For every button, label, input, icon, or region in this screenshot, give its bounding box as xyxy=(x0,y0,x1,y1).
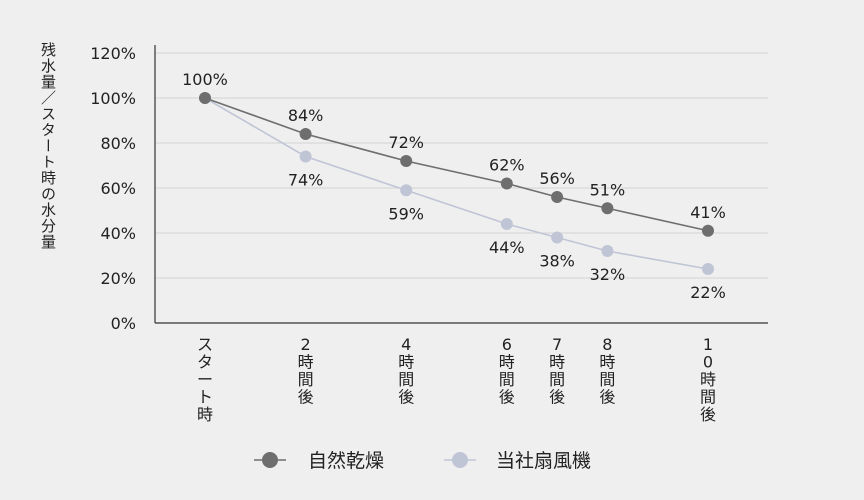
y-tick-label: 20% xyxy=(100,269,136,288)
legend-marker xyxy=(452,452,468,468)
data-point xyxy=(702,224,714,237)
data-label: 62% xyxy=(489,156,525,175)
data-label: 59% xyxy=(388,204,424,223)
data-points xyxy=(199,92,714,275)
data-point xyxy=(400,155,413,167)
y-tick-label: 100% xyxy=(90,89,136,108)
data-point xyxy=(500,177,513,190)
y-tick-label: 60% xyxy=(100,179,136,198)
data-point xyxy=(601,245,614,257)
data-label: 100% xyxy=(182,70,228,89)
data-label: 32% xyxy=(590,265,626,284)
data-label: 72% xyxy=(388,133,424,152)
data-point xyxy=(702,263,714,275)
y-axis-label: 残水量／スタート時の水分量 xyxy=(39,42,57,250)
data-point xyxy=(400,184,413,197)
x-tick-label: 1 0 時間後 xyxy=(700,335,716,424)
data-label: 44% xyxy=(489,238,525,257)
series-line-1 xyxy=(204,97,709,232)
y-tick-label: 40% xyxy=(100,224,136,243)
data-point xyxy=(551,231,564,244)
legend-label: 自然乾燥 xyxy=(308,450,384,472)
x-tick-label: スタート時 xyxy=(197,335,213,424)
data-point xyxy=(299,128,312,140)
data-point xyxy=(601,202,614,215)
series-lines xyxy=(204,97,709,270)
grid-lines xyxy=(155,52,768,279)
y-tick-label: 0% xyxy=(111,314,136,333)
data-point xyxy=(500,218,513,230)
data-point xyxy=(199,92,211,104)
legend: 自然乾燥 当社扇風機 xyxy=(254,450,591,472)
series-line-2 xyxy=(204,97,709,270)
x-tick-label: 8 時間後 xyxy=(599,335,615,407)
data-labels: 100% 84% 72% 62% 56% 51% 41% 74% 59% 44% 38% 32% 22% xyxy=(182,70,726,302)
x-tick-label: 4 時間後 xyxy=(398,335,414,407)
data-label: 74% xyxy=(288,171,324,190)
x-tick-labels: スタート時 2 時間後 4 時間後 6 時間後 7 時間後 8 時間後 1 0 時間後 xyxy=(197,335,716,424)
x-tick-label: 7 時間後 xyxy=(549,335,565,407)
data-label: 22% xyxy=(690,283,726,302)
data-label: 51% xyxy=(590,180,626,199)
legend-label: 当社扇風機 xyxy=(496,450,591,472)
legend-marker xyxy=(262,452,278,468)
y-tick-labels: 0% 20% 40% 60% 80% 100% 120% xyxy=(90,44,136,333)
x-tick-label: 2 時間後 xyxy=(298,335,314,407)
data-point xyxy=(551,191,564,203)
data-label: 84% xyxy=(288,106,324,125)
y-tick-label: 80% xyxy=(100,134,136,153)
data-label: 41% xyxy=(690,203,726,222)
data-label: 38% xyxy=(539,252,575,271)
x-tick-label: 6 時間後 xyxy=(499,335,515,407)
data-point xyxy=(299,150,312,163)
y-tick-label: 120% xyxy=(90,44,136,63)
axes xyxy=(154,45,768,324)
data-label: 56% xyxy=(539,169,575,188)
